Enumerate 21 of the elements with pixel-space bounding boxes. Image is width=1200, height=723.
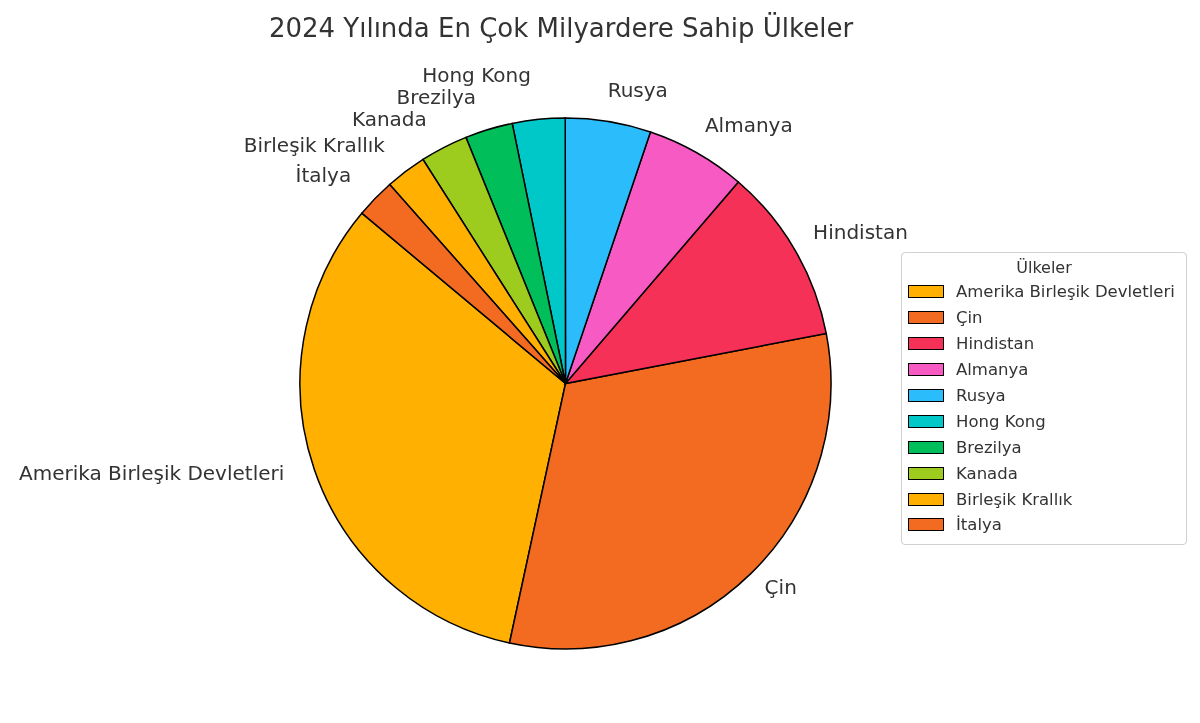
slice-label: Rusya <box>607 78 668 103</box>
slice-label: Çin <box>764 575 797 600</box>
legend-label: Brezilya <box>956 437 1022 457</box>
slice-label: Almanya <box>704 112 793 137</box>
legend-label: Almanya <box>956 360 1029 380</box>
legend-label: Rusya <box>956 386 1006 405</box>
legend-label: Kanada <box>956 463 1018 483</box>
slice-label: Hindistan <box>813 219 908 244</box>
slice-label: Amerika Birleşik Devletleri <box>19 461 285 486</box>
slice-label: İtalya <box>295 162 352 187</box>
legend-label: İtalya <box>956 515 1002 535</box>
legend-label: Amerika Birleşik Devletleri <box>956 282 1175 302</box>
legend-label: Hong Kong <box>956 411 1046 431</box>
legend-label: Hindistan <box>956 334 1035 354</box>
legend-label: Çin <box>956 308 983 328</box>
slice-label: Hong Kong <box>422 62 531 87</box>
chart-title: 2024 Yılında En Çok Milyardere Sahip Ülkeler <box>268 13 854 43</box>
slice-label: Kanada <box>351 106 427 131</box>
slice-label: Birleşik Krallık <box>243 133 386 158</box>
legend-title: Ülkeler <box>1016 258 1072 277</box>
legend-label: Birleşik Krallık <box>956 489 1073 509</box>
